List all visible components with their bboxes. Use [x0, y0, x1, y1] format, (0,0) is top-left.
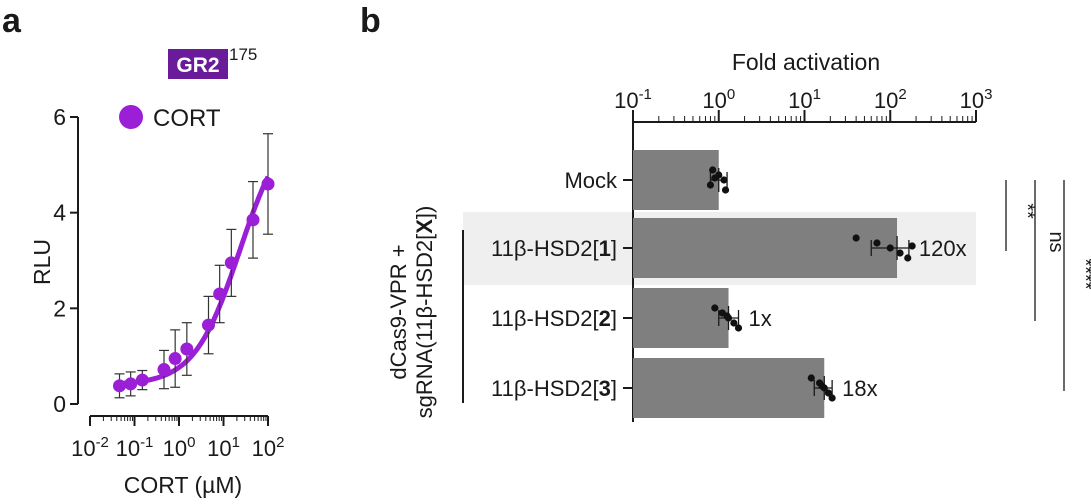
- gr2-badge: [168, 49, 228, 79]
- group-label-line2: sgRNA(11β-HSD2[X]): [412, 206, 437, 419]
- replicate-point: [886, 244, 894, 252]
- x-tick-label: 101: [788, 86, 821, 113]
- bar: [633, 358, 825, 418]
- replicate-point: [721, 186, 730, 194]
- data-point: [180, 342, 194, 356]
- significance-label: ****: [1074, 258, 1091, 289]
- panel-a-ylabel: RLU: [29, 239, 55, 285]
- replicate-point: [720, 176, 728, 184]
- y-tick-label: 2: [53, 295, 66, 321]
- x-tick-label: 100: [702, 86, 735, 113]
- x-tick-label: 100: [163, 434, 196, 461]
- panel-label-b: b: [360, 2, 381, 40]
- data-point: [224, 256, 238, 270]
- data-point: [261, 177, 275, 191]
- panel-a-xlabel: CORT (µM): [124, 472, 242, 498]
- y-tick-label: 4: [53, 200, 66, 226]
- replicate-point: [734, 324, 743, 332]
- replicate-point: [709, 166, 717, 174]
- category-label: 11β-HSD2[1]: [491, 236, 617, 261]
- data-point: [246, 213, 260, 227]
- replicate-point: [908, 242, 916, 250]
- data-point: [168, 352, 182, 366]
- panel-b-chart: Fold activation 10-1 100 101 102 103 Mock 11β-…: [386, 49, 1091, 422]
- replicate-point: [828, 394, 836, 402]
- fold-annotation: 1x: [749, 306, 772, 331]
- y-tick-label: 0: [53, 391, 66, 417]
- x-tick-label: 103: [960, 86, 993, 113]
- panel-a-chart: GR2 175 CORT 0 2 4 6 10-2 10-1 100 101 102 RLU C…: [29, 45, 284, 498]
- fit-curve: [119, 175, 271, 386]
- fold-annotation: 18x: [842, 376, 877, 401]
- gr2-badge-text: GR2: [176, 54, 219, 77]
- replicate-point: [730, 319, 738, 327]
- category-label: 11β-HSD2[3]: [491, 376, 617, 401]
- data-point: [124, 377, 138, 391]
- group-label-line2-prefix: sgRNA(11β-HSD2[: [412, 234, 437, 419]
- gr2-badge-superscript: 175: [229, 45, 257, 64]
- panel-label-a: a: [2, 2, 22, 40]
- data-point: [135, 373, 149, 387]
- replicate-point: [706, 181, 715, 189]
- panel-a-plot: [112, 133, 275, 399]
- data-point: [201, 318, 215, 332]
- data-point: [213, 287, 227, 301]
- x-tick-label: 102: [252, 434, 285, 461]
- category-label: Mock: [564, 168, 618, 193]
- replicate-point: [818, 382, 826, 390]
- legend-label: CORT: [153, 105, 221, 132]
- data-point: [112, 379, 126, 393]
- legend-marker: [119, 105, 143, 129]
- x-tick-label: 10-1: [116, 434, 154, 461]
- data-point: [157, 363, 171, 377]
- panel-b-xlabel: Fold activation: [732, 49, 880, 75]
- group-label-line2-bold: X: [412, 219, 437, 234]
- replicate-point: [711, 174, 719, 182]
- replicate-point: [904, 254, 912, 262]
- replicate-point: [896, 249, 904, 257]
- bar: [633, 150, 719, 210]
- x-tick-label: 102: [874, 86, 907, 113]
- group-label-line2-suffix: ]): [412, 206, 437, 219]
- panel-a-axes: 0 2 4 6 10-2 10-1 100 101 102: [53, 104, 284, 461]
- x-tick-label: 10-2: [71, 434, 109, 461]
- replicate-point: [824, 389, 833, 397]
- x-tick-label: 101: [207, 434, 240, 461]
- category-label: 11β-HSD2[2]: [491, 306, 617, 331]
- x-tick-label: 10-1: [614, 86, 652, 113]
- replicate-point: [807, 374, 815, 382]
- significance-label: ns: [1045, 231, 1067, 252]
- replicate-point: [852, 234, 860, 242]
- significance-label: **: [1016, 203, 1038, 219]
- fold-annotation: 120x: [919, 236, 967, 261]
- replicate-point: [873, 239, 881, 247]
- replicate-point: [711, 304, 719, 312]
- y-tick-label: 6: [53, 104, 66, 130]
- panel-b-plot: 120x 1x 18x: [633, 150, 967, 418]
- replicate-point: [723, 312, 731, 320]
- significance-brackets: ** ns ****: [1005, 180, 1091, 391]
- bar: [633, 218, 898, 278]
- group-label-line1: dCas9-VPR +: [386, 244, 411, 379]
- bar: [633, 288, 729, 348]
